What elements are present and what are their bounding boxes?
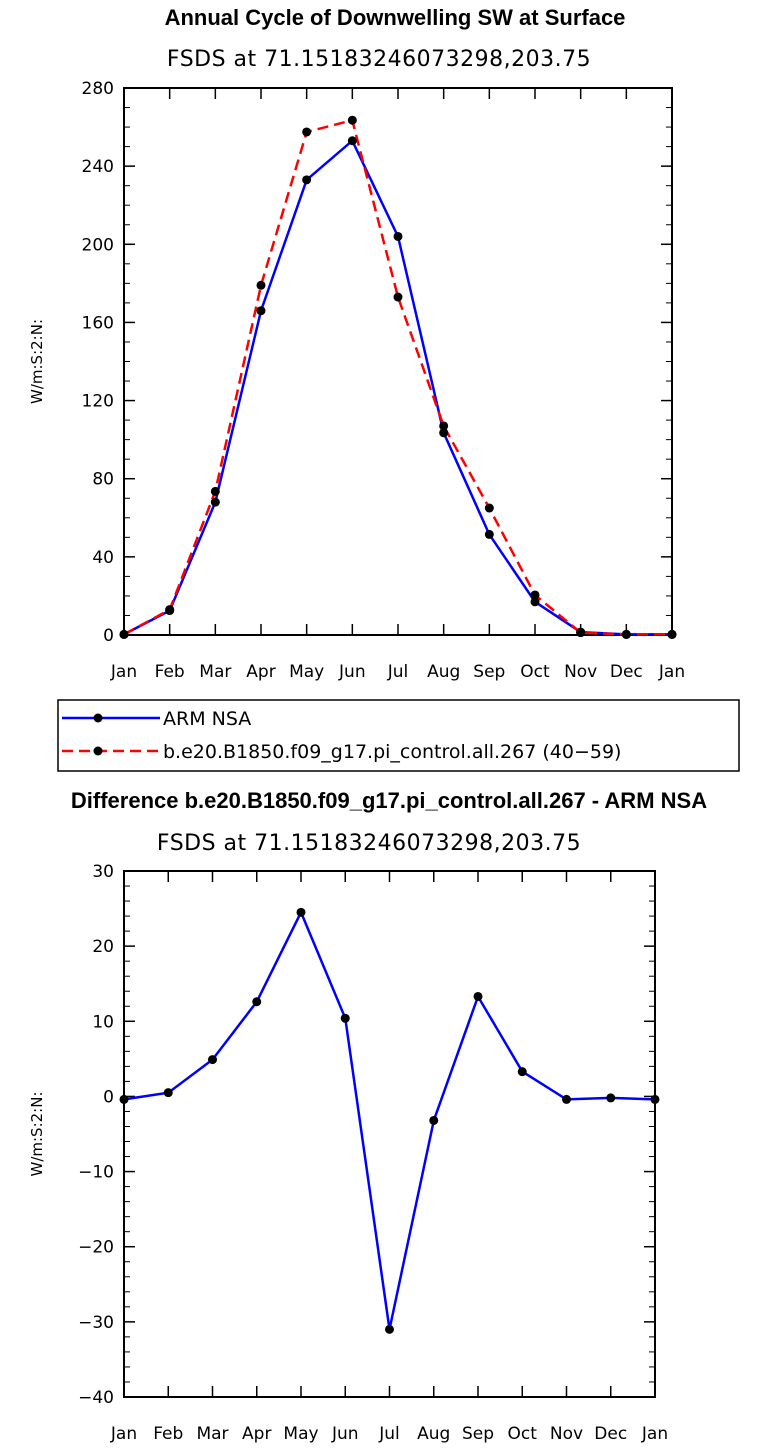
chart2-ytick-label: 0	[103, 1087, 114, 1107]
chart2-series-0-point	[650, 1094, 660, 1104]
chart2-xtick-label: Apr	[242, 1424, 271, 1444]
chart1-series-1-point	[393, 292, 403, 302]
chart2-y-axis-label: W/m:S:2:N:	[28, 1092, 46, 1177]
chart2-xtick-label: Jun	[331, 1424, 359, 1444]
annual-cycle-chart: 0 40 80 120 160 200 240 280 Jan Feb Mar Apr May Jun Ju…	[28, 79, 685, 682]
chart2-xtick-label: Feb	[153, 1424, 183, 1444]
difference-chart: −40 −30 −20 −10 0 10 20 30 Jan Feb Mar Apr May Jun Jul…	[28, 862, 668, 1444]
chart1-series-0-point	[347, 136, 357, 146]
chart1-series-0-point	[302, 175, 312, 185]
chart1-xtick-label: Feb	[155, 662, 185, 682]
chart1-ytick-label: 0	[103, 626, 114, 646]
chart2-series-0-point	[119, 1094, 129, 1104]
chart1-series-0-point	[393, 231, 403, 241]
chart1-series-1-point	[347, 115, 357, 125]
chart1-xtick-label: Apr	[246, 662, 275, 682]
chart1-ytick-label: 240	[82, 157, 114, 177]
chart1-series-1-point	[119, 629, 129, 639]
chart1-series-1-point	[576, 628, 586, 638]
chart1-series-1-point	[667, 629, 677, 639]
legend-box	[57, 699, 740, 772]
chart1-xtick-label: Nov	[564, 662, 597, 682]
chart1-ytick-label: 200	[82, 235, 114, 255]
legend-entry-label: b.e20.B1850.f09_g17.pi_control.all.267 (…	[163, 741, 621, 763]
chart1-series-line-1	[123, 118, 672, 636]
chart2-ytick-label: 20	[92, 937, 114, 957]
chart1-title: Annual Cycle of Downwelling SW at Surfac…	[165, 5, 626, 30]
chart2-ytick-label: −30	[78, 1313, 114, 1333]
chart2-xtick-label: Sep	[462, 1424, 494, 1444]
legend: ARM NSA b.e20.B1850.f09_g17.pi_control.al…	[57, 699, 740, 772]
chart2-xtick-label: Jan	[110, 1424, 137, 1444]
chart1-series-1-point	[484, 503, 494, 513]
chart2-series-0-point	[208, 1055, 217, 1065]
chart2-series-0-point	[163, 1088, 173, 1098]
chart2-series-0-point	[562, 1094, 571, 1104]
chart2-series-0-point	[473, 991, 483, 1001]
chart1-subtitle: FSDS at 71.15183246073298,203.75	[167, 47, 591, 72]
chart1-series-1-point	[302, 127, 312, 137]
chart1-ytick-label: 120	[82, 392, 114, 412]
chart2-series-0-point	[385, 1324, 394, 1334]
legend-entry-label: ARM NSA	[163, 708, 251, 730]
chart2-xtick-label: Mar	[196, 1424, 228, 1444]
chart1-xtick-label: May	[289, 662, 324, 682]
chart2-xtick-label: Nov	[550, 1424, 583, 1444]
chart2-series-0-point	[340, 1013, 350, 1023]
chart1-xtick-label: Dec	[610, 662, 643, 682]
chart1-plot-frame	[123, 87, 673, 636]
chart2-ytick-label: −40	[78, 1388, 114, 1408]
chart1-series-line-0	[123, 138, 672, 636]
chart1-series-1-point	[256, 280, 266, 290]
chart1-xtick-label: Aug	[427, 662, 460, 682]
chart2-xtick-label: Jan	[641, 1424, 668, 1444]
chart2-xtick-label: Dec	[594, 1424, 627, 1444]
chart2-ytick-label: −20	[78, 1238, 114, 1258]
chart1-series-0-point	[256, 306, 266, 316]
chart2-ytick-label: −10	[78, 1163, 114, 1183]
chart1-series-1-point	[210, 486, 220, 496]
chart1-series-1-point	[439, 421, 449, 431]
chart2-xtick-label: Oct	[508, 1424, 538, 1444]
legend-swatch-marker	[93, 746, 103, 756]
chart1-xtick-label: Oct	[520, 662, 550, 682]
chart1-series-0-point	[439, 428, 449, 438]
legend-swatch-marker	[93, 713, 103, 723]
chart1-xtick-label: Jan	[658, 662, 685, 682]
chart2-xtick-label: Aug	[417, 1424, 450, 1444]
chart1-series-0-point	[210, 497, 220, 507]
chart1-xtick-label: Jun	[338, 662, 366, 682]
chart2-series-line-0	[123, 909, 656, 1330]
chart1-y-axis-label: W/m:S:2:N:	[28, 319, 46, 404]
chart1-series-0-point	[484, 529, 494, 539]
chart1-series-1-point	[530, 590, 540, 600]
chart1-xtick-label: Jul	[387, 662, 409, 682]
chart1-ytick-label: 80	[92, 470, 114, 490]
chart2-plot-frame	[123, 870, 656, 1398]
chart2-xtick-label: Jul	[378, 1424, 400, 1444]
chart2-series-0-point	[429, 1115, 439, 1125]
chart2-ytick-label: 30	[92, 862, 114, 882]
chart1-ytick-label: 40	[92, 548, 114, 568]
chart1-xtick-label: Sep	[473, 662, 505, 682]
chart2-series-0-point	[296, 907, 306, 917]
chart2-series-0-point	[252, 997, 262, 1007]
chart1-ytick-label: 160	[82, 313, 114, 333]
chart1-xtick-label: Mar	[199, 662, 231, 682]
chart1-xtick-label: Jan	[110, 662, 137, 682]
chart2-series-0-point	[606, 1093, 616, 1103]
chart1-series-1-point	[621, 629, 631, 639]
chart2-title: Difference b.e20.B1850.f09_g17.pi_contro…	[71, 788, 707, 813]
chart1-ytick-label: 280	[82, 79, 114, 99]
chart1-series-1-point	[165, 605, 175, 615]
chart2-ytick-label: 10	[92, 1012, 114, 1032]
chart2-subtitle: FSDS at 71.15183246073298,203.75	[157, 831, 581, 856]
chart2-xtick-label: May	[283, 1424, 318, 1444]
chart1-series-0-point	[530, 597, 540, 607]
legend-items: ARM NSA b.e20.B1850.f09_g17.pi_control.al…	[62, 708, 621, 763]
chart2-series-0-point	[517, 1067, 527, 1077]
